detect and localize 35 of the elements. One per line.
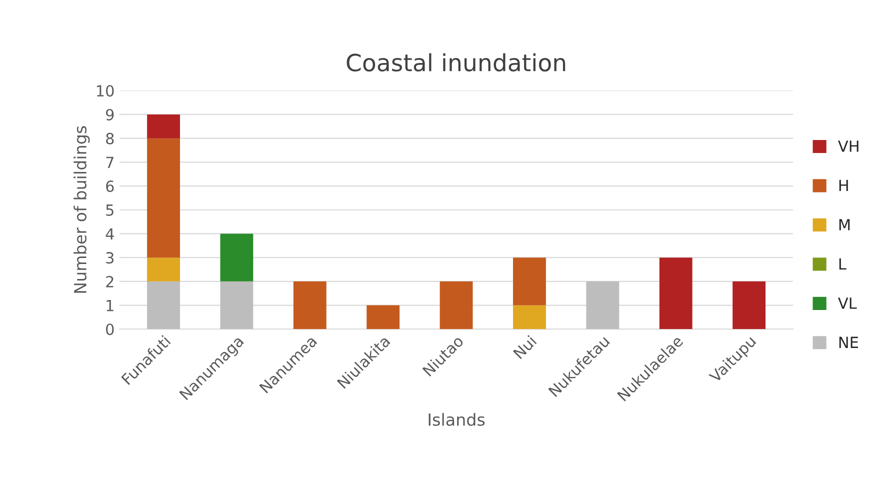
bar [220, 234, 254, 282]
legend-label: VL [838, 298, 857, 309]
legend-label: NE [839, 336, 858, 348]
bar [147, 114, 180, 138]
y-tick-label: 10 [96, 85, 114, 97]
y-tick-label: 1 [106, 300, 114, 312]
y-tick-label: 0 [106, 324, 114, 336]
bar [586, 281, 620, 330]
bar [513, 258, 546, 306]
y-tick-label: 6 [106, 180, 114, 192]
bar [659, 258, 692, 330]
y-tick-label: 8 [106, 132, 114, 144]
bar [732, 281, 766, 330]
legend-label: VH [838, 140, 858, 152]
bar [366, 305, 400, 330]
y-tick-label: 5 [106, 204, 114, 216]
y-tick-label: 3 [106, 252, 114, 264]
y-tick-label: 4 [106, 228, 114, 240]
bar [147, 281, 180, 330]
bar [513, 305, 546, 330]
y-tick-label: 9 [106, 108, 114, 120]
x-tick-label: Nui [512, 335, 537, 360]
bar [440, 281, 473, 330]
x-axis-title: Islands [428, 413, 485, 426]
legend-label: M [839, 219, 850, 230]
bar [293, 281, 326, 330]
legend-label: H [839, 180, 848, 192]
bar [220, 281, 254, 330]
y-tick-label: 2 [106, 276, 114, 288]
y-tick-label: 7 [106, 156, 114, 168]
chart-title: Coastal inundation [346, 53, 566, 72]
y-axis-title: Number of buildings [74, 126, 90, 293]
bar [147, 258, 180, 282]
legend-label: L [839, 258, 846, 270]
bar [147, 138, 180, 258]
